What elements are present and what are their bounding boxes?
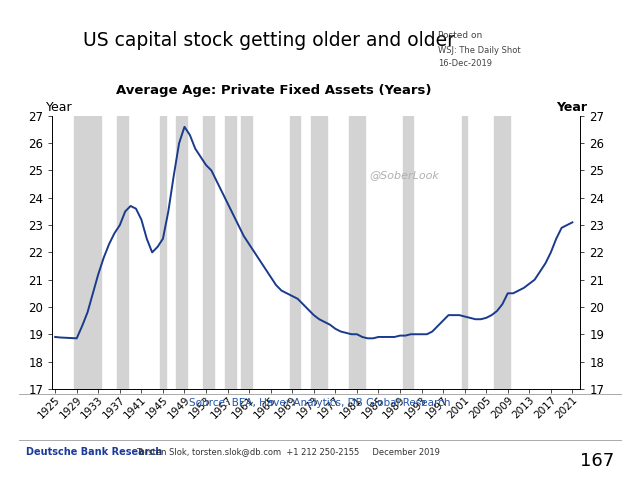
- Text: 167: 167: [580, 452, 614, 469]
- Bar: [160, 116, 166, 389]
- Bar: [177, 116, 187, 389]
- Bar: [204, 116, 214, 389]
- Text: Year: Year: [46, 100, 73, 114]
- Text: Average Age: Private Fixed Assets (Years): Average Age: Private Fixed Assets (Years…: [116, 84, 432, 97]
- Bar: [494, 116, 511, 389]
- Text: Year: Year: [556, 100, 587, 114]
- Text: Posted on: Posted on: [438, 31, 483, 41]
- Bar: [354, 116, 365, 389]
- Bar: [311, 116, 327, 389]
- Bar: [74, 116, 101, 389]
- Text: WSJ: The Daily Shot: WSJ: The Daily Shot: [438, 46, 521, 55]
- Text: @SoberLook: @SoberLook: [369, 170, 439, 181]
- Text: Torsten Slok, torsten.slok@db.com  +1 212 250-2155     December 2019: Torsten Slok, torsten.slok@db.com +1 212…: [136, 447, 440, 456]
- Bar: [403, 116, 413, 389]
- Bar: [349, 116, 354, 389]
- Bar: [462, 116, 467, 389]
- Bar: [241, 116, 252, 389]
- Bar: [225, 116, 236, 389]
- Text: Source: BEA, Haver Analytics, DB Global Research: Source: BEA, Haver Analytics, DB Global …: [189, 398, 451, 409]
- Bar: [117, 116, 128, 389]
- Text: 16-Dec-2019: 16-Dec-2019: [438, 59, 492, 68]
- Text: US capital stock getting older and older: US capital stock getting older and older: [83, 31, 455, 50]
- Bar: [289, 116, 300, 389]
- Text: Deutsche Bank Research: Deutsche Bank Research: [26, 447, 162, 457]
